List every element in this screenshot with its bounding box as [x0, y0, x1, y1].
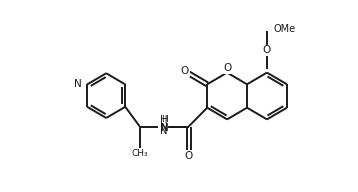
Text: O: O — [184, 151, 193, 161]
Text: N: N — [74, 79, 82, 89]
Text: H: H — [161, 115, 168, 124]
Text: O: O — [223, 63, 231, 73]
Text: OMe: OMe — [273, 24, 295, 34]
Text: H
N: H N — [160, 115, 168, 136]
Text: N: N — [160, 123, 169, 133]
Text: CH₃: CH₃ — [131, 149, 148, 158]
Text: O: O — [181, 66, 189, 76]
Text: O: O — [263, 45, 271, 55]
